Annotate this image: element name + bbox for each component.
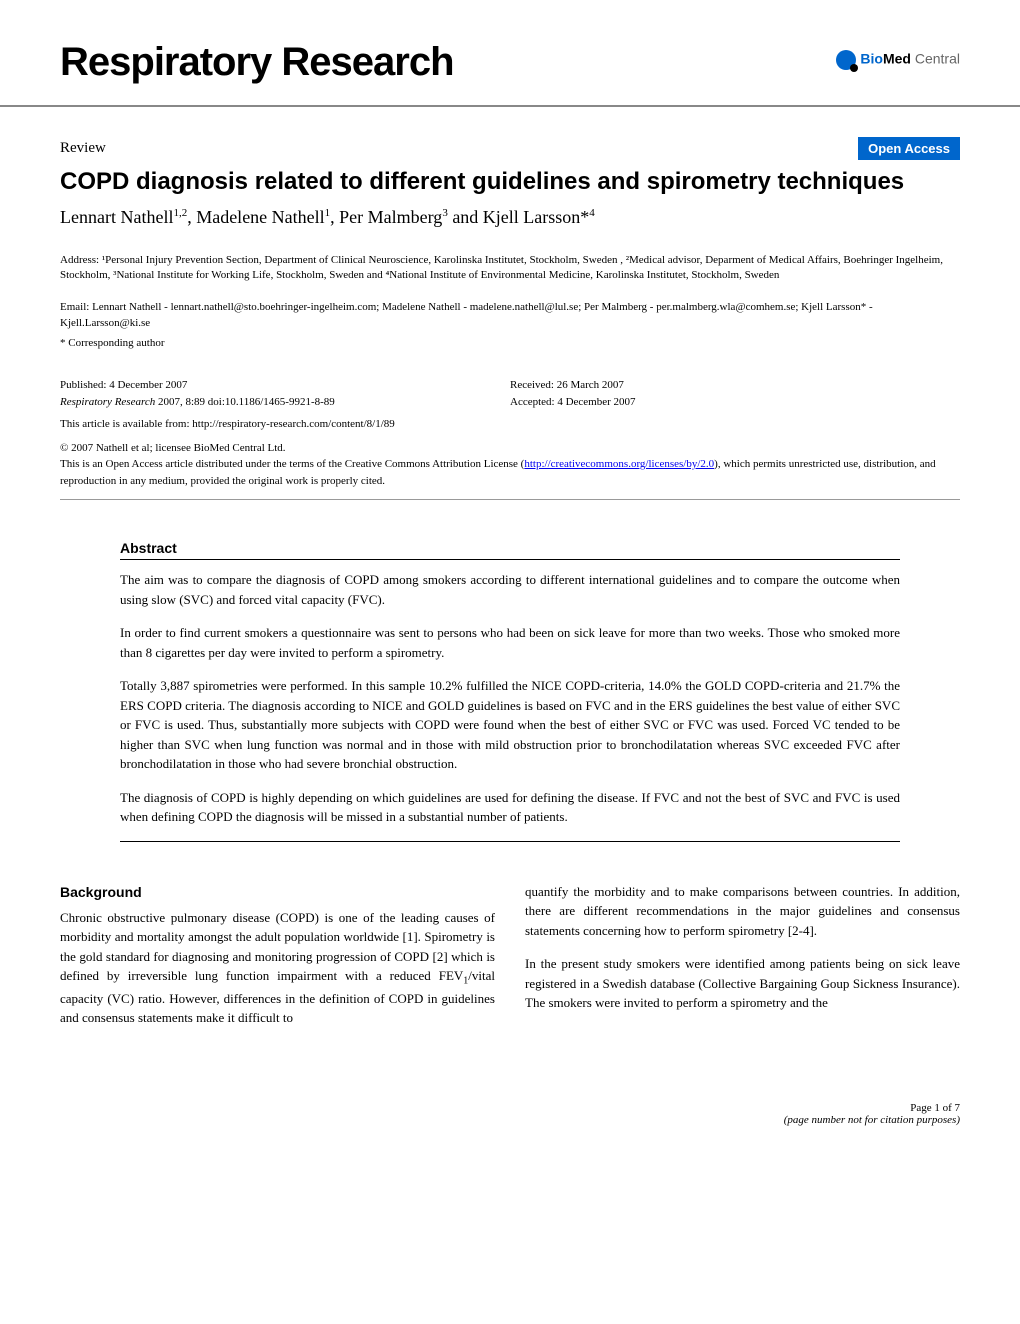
footer-inner: Page 1 of 7 (page number not for citatio…: [784, 1102, 960, 1126]
body-para-col2-2: In the present study smokers were identi…: [525, 954, 960, 1013]
corresponding-author: * Corresponding author: [60, 337, 960, 349]
body-para-col1: Chronic obstructive pulmonary disease (C…: [60, 908, 495, 1028]
biomed-circle-icon: [836, 50, 856, 70]
emails: Email: Lennart Nathell - lennart.nathell…: [60, 299, 960, 332]
review-line: Review Open Access: [60, 137, 960, 160]
biomed-logo: BioMed Central: [836, 50, 960, 70]
abstract-para-3: Totally 3,887 spirometries were performe…: [120, 676, 900, 774]
page-root: Respiratory Research BioMed Central Revi…: [0, 0, 1020, 1156]
pub-meta-row-1: Published: 4 December 2007 Received: 26 …: [60, 379, 960, 391]
body-columns: Background Chronic obstructive pulmonary…: [60, 882, 960, 1042]
pub-meta-row-2: Respiratory Research 2007, 8:89 doi:10.1…: [60, 396, 960, 413]
body-para-col2-1: quantify the morbidity and to make compa…: [525, 882, 960, 941]
affiliations: Address: ¹Personal Injury Prevention Sec…: [60, 253, 960, 284]
published-date: Published: 4 December 2007: [60, 379, 510, 391]
article-content: Review Open Access COPD diagnosis relate…: [0, 107, 1020, 1082]
abstract-para-4: The diagnosis of COPD is highly dependin…: [120, 788, 900, 827]
copyright-line2: This is an Open Access article distribut…: [60, 456, 960, 489]
body-column-left: Background Chronic obstructive pulmonary…: [60, 882, 495, 1042]
abstract-section: Abstract The aim was to compare the diag…: [120, 540, 900, 842]
background-heading: Background: [60, 882, 495, 903]
citation: Respiratory Research 2007, 8:89 doi:10.1…: [60, 396, 510, 408]
logo-central: Central: [911, 51, 960, 67]
authors-line: Lennart Nathell1,2, Madelene Nathell1, P…: [60, 207, 960, 228]
accepted-date: Accepted: 4 December 2007: [510, 396, 960, 413]
body-column-right: quantify the morbidity and to make compa…: [525, 882, 960, 1042]
article-url: This article is available from: http://r…: [60, 418, 960, 430]
citation-journal: Respiratory Research: [60, 396, 155, 408]
logo-bio: Bio: [860, 51, 883, 67]
received-date: Received: 26 March 2007: [510, 379, 960, 391]
footer-note: (page number not for citation purposes): [784, 1114, 960, 1126]
abstract-end-rule: [120, 841, 900, 842]
paper-title: COPD diagnosis related to different guid…: [60, 168, 960, 197]
journal-header: Respiratory Research BioMed Central: [0, 0, 1020, 107]
citation-rest: 2007, 8:89 doi:10.1186/1465-9921-8-89: [155, 396, 335, 408]
review-label: Review: [60, 140, 106, 157]
copyright-line1: © 2007 Nathell et al; licensee BioMed Ce…: [60, 440, 960, 457]
logo-med: Med: [883, 51, 911, 67]
page-number: Page 1 of 7: [784, 1102, 960, 1114]
abstract-para-1: The aim was to compare the diagnosis of …: [120, 570, 900, 609]
open-access-badge: Open Access: [858, 137, 960, 160]
copyright-box: © 2007 Nathell et al; licensee BioMed Ce…: [60, 440, 960, 501]
abstract-heading: Abstract: [120, 540, 900, 560]
abstract-para-2: In order to find current smokers a quest…: [120, 623, 900, 662]
page-footer: Page 1 of 7 (page number not for citatio…: [0, 1082, 1020, 1156]
cc-link[interactable]: http://creativecommons.org/licenses/by/2…: [524, 458, 714, 470]
journal-title: Respiratory Research: [60, 40, 960, 85]
